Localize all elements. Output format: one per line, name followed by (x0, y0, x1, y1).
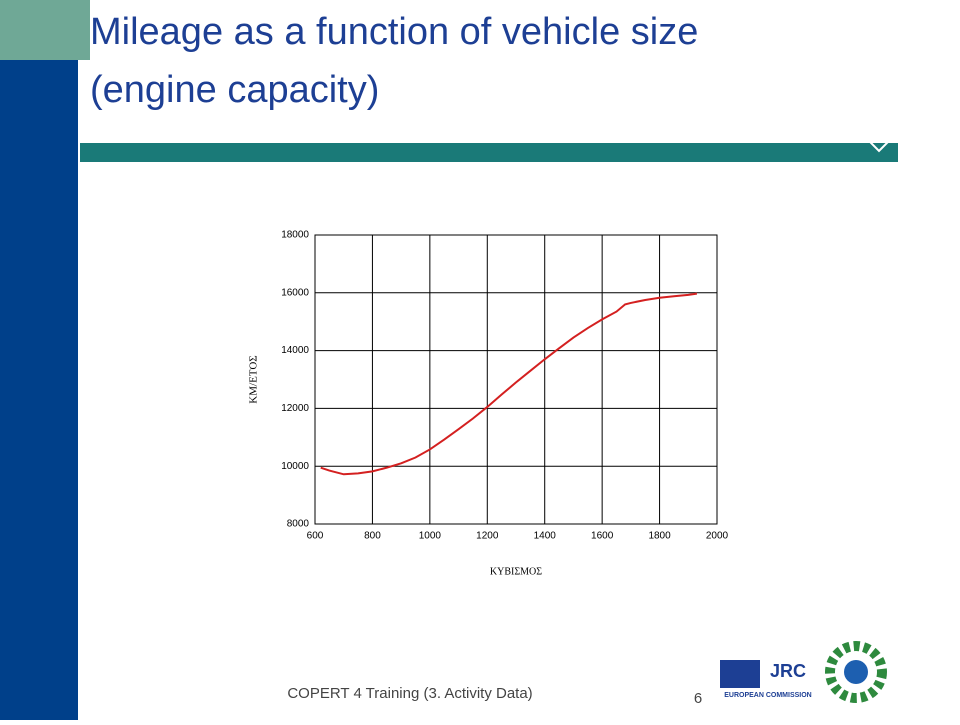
footer: COPERT 4 Training (3. Activity Data) (287, 685, 532, 702)
slide-title: Mileage as a function of vehicle size (e… (90, 11, 698, 111)
x-tick-label: 800 (364, 531, 381, 542)
line (320, 292, 698, 476)
x-tick-label: 2000 (706, 531, 729, 542)
y-tick-label: 10000 (281, 461, 309, 472)
side-bar (0, 0, 78, 720)
y-tick-label: 8000 (287, 519, 310, 530)
x-tick-label: 1400 (534, 531, 557, 542)
y-tick-label: 16000 (281, 287, 309, 298)
plot-frame (314, 234, 718, 525)
x-tick-label: 600 (307, 531, 324, 542)
diamond (867, 129, 891, 153)
eu-flag (720, 660, 760, 688)
page-number: 6 (694, 690, 702, 707)
corner-image (0, 0, 90, 60)
x-tick-label: 1800 (648, 531, 671, 542)
title-rule (80, 143, 898, 162)
slide-title-line: Mileage as a function of vehicle size (90, 11, 698, 53)
logo-sun (825, 641, 887, 703)
logo-sun-core (844, 660, 868, 684)
y-tick-label: 12000 (281, 403, 309, 414)
y-axis-label: ΚΜ/ΕΤΟΣ (248, 355, 260, 403)
logo-subtitle: EUROPEAN COMMISSION (724, 692, 812, 699)
x-tick-label: 1600 (591, 531, 614, 542)
logo-name: JRC (770, 661, 806, 681)
x-tick-label: 1000 (419, 531, 442, 542)
slide-title-line: (engine capacity) (90, 69, 379, 111)
x-tick-label: 1200 (476, 531, 499, 542)
chart: 8000 10000 12000 14000 16000 18000 600 800 1000 1… (248, 230, 729, 578)
x-axis-label: ΚΥΒΙΣΜΟΣ (490, 566, 542, 577)
y-tick-label: 14000 (281, 345, 309, 356)
y-tick-label: 18000 (281, 230, 309, 241)
